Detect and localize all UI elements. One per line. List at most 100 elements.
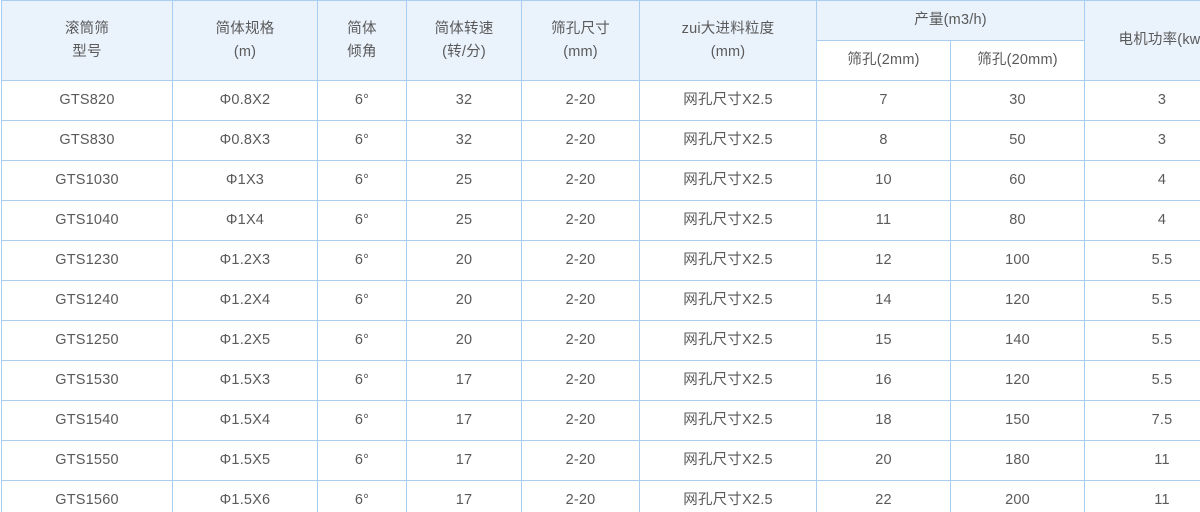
column-header-motor-power: 电机功率(kw) [1084, 0, 1200, 81]
cell-model: GTS830 [1, 120, 173, 161]
cell-cap2: 10 [816, 160, 951, 201]
cell-size: Φ1.2X4 [172, 280, 318, 321]
cell-cap2: 22 [816, 480, 951, 512]
cell-feed: 网孔尺寸X2.5 [639, 80, 817, 121]
table-row: GTS1540 Φ1.5X4 6° 17 2-20 网孔尺寸X2.5 18 150 7.5 [1, 400, 1200, 441]
cell-cap2: 8 [816, 120, 951, 161]
cell-speed: 32 [406, 80, 522, 121]
cell-mesh: 2-20 [521, 80, 640, 121]
cell-size: Φ1.2X5 [172, 320, 318, 361]
cell-speed: 17 [406, 360, 522, 401]
column-header-inclination-angle: 简体 倾角 [317, 0, 407, 81]
column-header-mesh-size-line1: 筛孔尺寸 [551, 21, 610, 38]
column-header-drum-size-line2: (m) [233, 43, 257, 60]
cell-speed: 20 [406, 240, 522, 281]
column-header-max-feed-size: zui大进料粒度 (mm) [639, 0, 817, 81]
column-header-inclination-angle-line1: 简体 [347, 21, 377, 38]
cell-speed: 17 [406, 440, 522, 481]
cell-feed: 网孔尺寸X2.5 [639, 400, 817, 441]
cell-angle: 6° [317, 320, 407, 361]
cell-cap2: 16 [816, 360, 951, 401]
cell-feed: 网孔尺寸X2.5 [639, 120, 817, 161]
cell-power: 3 [1084, 80, 1200, 121]
column-header-drum-size-line1: 简体规格 [215, 21, 275, 38]
cell-mesh: 2-20 [521, 360, 640, 401]
column-header-model-line1: 滚筒筛 [64, 21, 110, 38]
cell-cap20: 30 [950, 80, 1085, 121]
cell-speed: 17 [406, 400, 522, 441]
cell-size: Φ1.5X4 [172, 400, 318, 441]
cell-size: Φ1.5X3 [172, 360, 318, 401]
cell-size: Φ0.8X3 [172, 120, 318, 161]
cell-cap20: 120 [950, 360, 1085, 401]
cell-size: Φ0.8X2 [172, 80, 318, 121]
cell-cap20: 100 [950, 240, 1085, 281]
cell-cap20: 150 [950, 400, 1085, 441]
cell-power: 11 [1084, 480, 1200, 512]
cell-power: 11 [1084, 440, 1200, 481]
cell-speed: 32 [406, 120, 522, 161]
cell-size: Φ1X3 [172, 160, 318, 201]
cell-power: 3 [1084, 120, 1200, 161]
cell-angle: 6° [317, 240, 407, 281]
table-row: GTS1040 Φ1X4 6° 25 2-20 网孔尺寸X2.5 11 80 4 [1, 200, 1200, 241]
cell-feed: 网孔尺寸X2.5 [639, 240, 817, 281]
cell-cap20: 200 [950, 480, 1085, 512]
cell-angle: 6° [317, 360, 407, 401]
cell-mesh: 2-20 [521, 280, 640, 321]
cell-cap2: 11 [816, 200, 951, 241]
cell-power: 4 [1084, 160, 1200, 201]
cell-feed: 网孔尺寸X2.5 [639, 280, 817, 321]
cell-speed: 20 [406, 280, 522, 321]
cell-power: 4 [1084, 200, 1200, 241]
cell-feed: 网孔尺寸X2.5 [639, 440, 817, 481]
cell-model: GTS1040 [1, 200, 173, 241]
cell-cap2: 7 [816, 80, 951, 121]
cell-feed: 网孔尺寸X2.5 [639, 360, 817, 401]
cell-mesh: 2-20 [521, 240, 640, 281]
cell-cap2: 18 [816, 400, 951, 441]
column-header-inclination-angle-line2: 倾角 [347, 43, 377, 60]
table-row: GTS830 Φ0.8X3 6° 32 2-20 网孔尺寸X2.5 8 50 3 [1, 120, 1200, 161]
cell-size: Φ1X4 [172, 200, 318, 241]
column-header-model-line2: 型号 [72, 43, 102, 60]
cell-mesh: 2-20 [521, 200, 640, 241]
cell-model: GTS1560 [1, 480, 173, 512]
table-row: GTS820 Φ0.8X2 6° 32 2-20 网孔尺寸X2.5 7 30 3 [1, 80, 1200, 121]
cell-model: GTS820 [1, 80, 173, 121]
column-header-capacity-mesh-2mm: 筛孔(2mm) [816, 40, 951, 81]
cell-cap2: 20 [816, 440, 951, 481]
cell-angle: 6° [317, 480, 407, 512]
cell-angle: 6° [317, 400, 407, 441]
cell-cap20: 60 [950, 160, 1085, 201]
cell-power: 5.5 [1084, 360, 1200, 401]
column-header-drum-speed-line1: 简体转速 [434, 21, 494, 38]
cell-model: GTS1240 [1, 280, 173, 321]
cell-feed: 网孔尺寸X2.5 [639, 200, 817, 241]
column-header-drum-speed-line2: (转/分) [442, 43, 486, 60]
cell-speed: 25 [406, 160, 522, 201]
column-header-mesh-size-line2: (mm) [563, 43, 598, 60]
cell-cap2: 12 [816, 240, 951, 281]
header-row-primary: 滚筒筛 型号 简体规格 (m) 简体 倾角 简体转速 (转/分) 筛孔尺寸 [1, 0, 1200, 81]
table-row: GTS1230 Φ1.2X3 6° 20 2-20 网孔尺寸X2.5 12 100 5.5 [1, 240, 1200, 281]
table-row: GTS1560 Φ1.5X6 6° 17 2-20 网孔尺寸X2.5 22 200 11 [1, 480, 1200, 512]
cell-feed: 网孔尺寸X2.5 [639, 160, 817, 201]
cell-mesh: 2-20 [521, 160, 640, 201]
cell-model: GTS1550 [1, 440, 173, 481]
table-row: GTS1550 Φ1.5X5 6° 17 2-20 网孔尺寸X2.5 20 180 11 [1, 440, 1200, 481]
cell-feed: 网孔尺寸X2.5 [639, 480, 817, 512]
cell-cap20: 80 [950, 200, 1085, 241]
cell-model: GTS1530 [1, 360, 173, 401]
cell-model: GTS1250 [1, 320, 173, 361]
cell-angle: 6° [317, 120, 407, 161]
cell-angle: 6° [317, 280, 407, 321]
cell-speed: 20 [406, 320, 522, 361]
column-header-max-feed-size-line2: (mm) [710, 43, 746, 60]
cell-angle: 6° [317, 160, 407, 201]
cell-angle: 6° [317, 440, 407, 481]
cell-model: GTS1030 [1, 160, 173, 201]
cell-speed: 25 [406, 200, 522, 241]
cell-size: Φ1.2X3 [172, 240, 318, 281]
